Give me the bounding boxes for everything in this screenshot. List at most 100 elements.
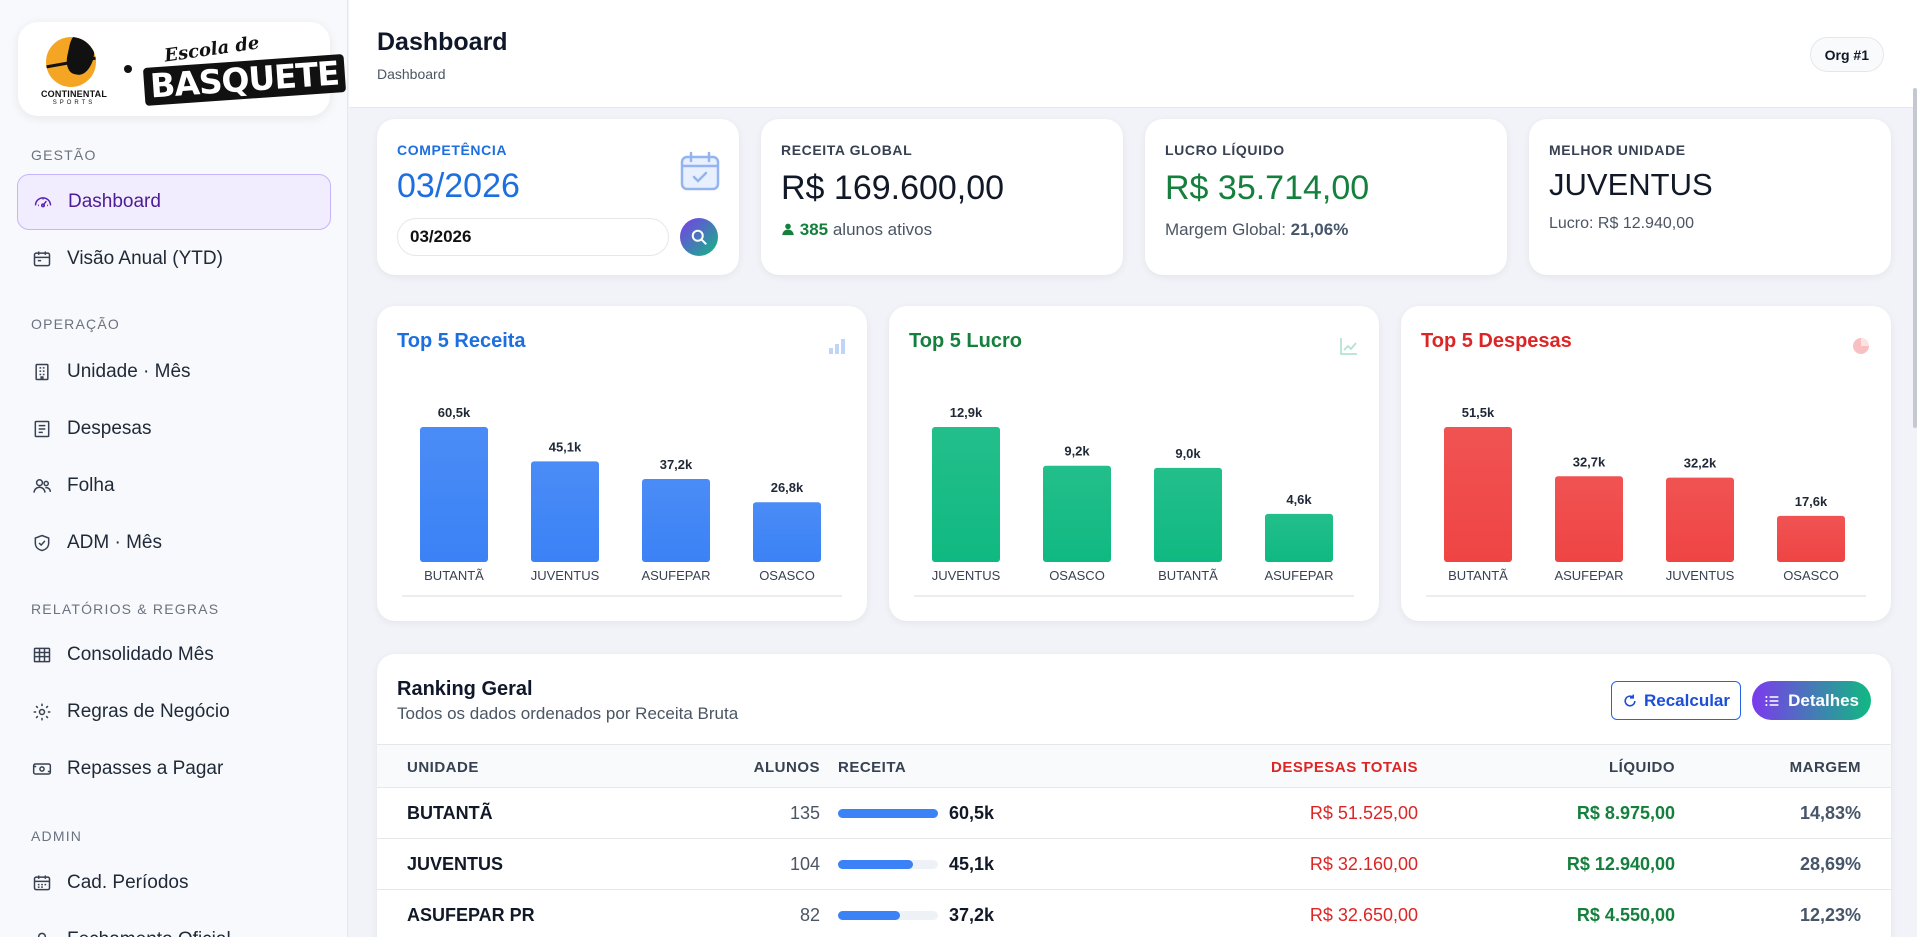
- receipt-icon: [31, 418, 53, 440]
- bar-juventus[interactable]: [1666, 477, 1734, 562]
- data-label: 60,5k: [438, 405, 471, 420]
- breadcrumb[interactable]: Dashboard: [377, 66, 446, 82]
- sidebar-item-label: Fechamento Oficial: [67, 929, 231, 937]
- col-receita[interactable]: RECEITA: [838, 759, 907, 776]
- bar-juventus[interactable]: [932, 427, 1000, 562]
- top-header: Dashboard Dashboard Org #1: [349, 0, 1917, 108]
- escola-basquete-logo: Escola de BASQUETE: [142, 32, 346, 106]
- bar-butantã[interactable]: [420, 427, 488, 562]
- category-label: JUVENTUS: [531, 568, 600, 583]
- sidebar-item-unidade-mes[interactable]: Unidade · Mês: [17, 344, 331, 400]
- kpi-label: RECEITA GLOBAL: [781, 142, 913, 158]
- col-margem[interactable]: MARGEM: [1789, 759, 1861, 776]
- kpi-label: COMPETÊNCIA: [397, 142, 508, 158]
- nav-section-gestao: GESTÃO: [31, 147, 97, 163]
- kpi-competencia-card: COMPETÊNCIA 03/2026: [377, 119, 739, 275]
- person-icon: [782, 223, 794, 236]
- brand-logo[interactable]: CONTINENTAL SPORTS Escola de BASQUETE: [18, 22, 346, 116]
- people-icon: [31, 475, 53, 497]
- chart-card-receita: Top 5 Receita 60,5k BUTANTÃ 45,1k JUVENTUS 3…: [377, 306, 867, 621]
- cell-despesas: R$ 32.160,00: [1309, 854, 1418, 874]
- bar-asufepar[interactable]: [642, 478, 710, 562]
- search-icon: [691, 229, 707, 245]
- col-liquido[interactable]: LÍQUIDO: [1609, 759, 1675, 776]
- bar-osasco[interactable]: [753, 502, 821, 562]
- sidebar-item-folha[interactable]: Folha: [17, 458, 331, 514]
- sidebar-item-consolidado-mes[interactable]: Consolidado Mês: [17, 627, 331, 683]
- data-label: 45,1k: [549, 439, 582, 454]
- refresh-icon: [1624, 694, 1636, 707]
- cell-despesas: R$ 51.525,00: [1309, 803, 1418, 823]
- cell-liquido: R$ 4.550,00: [1576, 905, 1675, 925]
- sidebar-item-despesas[interactable]: Despesas: [17, 401, 331, 457]
- bar-osasco[interactable]: [1043, 465, 1111, 562]
- search-button[interactable]: [680, 218, 718, 256]
- cell-unidade: ASUFEPAR PR: [407, 905, 535, 925]
- kpi-sub: Margem Global: 21,06%: [1165, 220, 1348, 240]
- data-label: 17,6k: [1795, 494, 1828, 509]
- alunos-text: alunos ativos: [832, 220, 933, 239]
- kpi-value: 03/2026: [397, 167, 520, 205]
- category-label: OSASCO: [759, 568, 815, 583]
- col-unidade[interactable]: UNIDADE: [407, 759, 479, 776]
- gear-icon: [31, 701, 53, 723]
- table-row[interactable]: ASUFEPAR PR 82 37,2k R$ 32.650,00 R$ 4.5…: [377, 890, 1891, 937]
- sidebar-item-visao-anual[interactable]: Visão Anual (YTD): [17, 231, 331, 287]
- chart-despesas: 51,5k BUTANTÃ 32,7k ASUFEPAR 32,2k JUVENTUS 17…: [1426, 405, 1866, 597]
- cell-receita: 37,2k: [949, 905, 995, 925]
- competencia-input[interactable]: [397, 218, 669, 256]
- sidebar-item-regras-negocio[interactable]: Regras de Negócio: [17, 684, 331, 740]
- bar-butantã[interactable]: [1444, 427, 1512, 562]
- sidebar-item-fechamento[interactable]: Fechamento Oficial: [17, 912, 331, 937]
- detalhes-button[interactable]: Detalhes: [1752, 681, 1871, 720]
- receita-bar: [838, 809, 938, 818]
- sidebar-item-dashboard[interactable]: Dashboard: [17, 174, 331, 230]
- table-row[interactable]: BUTANTÃ 135 60,5k R$ 51.525,00 R$ 8.975,…: [377, 788, 1891, 839]
- chart-card-lucro: Top 5 Lucro 12,9k JUVENTUS 9,2k OSASCO 9,0k B…: [889, 306, 1379, 621]
- category-label: BUTANTÃ: [1158, 568, 1218, 583]
- kpi-value: JUVENTUS: [1549, 167, 1713, 202]
- data-label: 51,5k: [1462, 405, 1495, 420]
- bar-juventus[interactable]: [531, 461, 599, 562]
- kpi-receita-card: RECEITA GLOBAL R$ 169.600,00 385 alunos …: [761, 119, 1123, 275]
- table-row[interactable]: JUVENTUS 104 45,1k R$ 32.160,00 R$ 12.94…: [377, 839, 1891, 890]
- lock-icon: [31, 929, 53, 937]
- cell-unidade: JUVENTUS: [407, 854, 504, 874]
- bar-asufepar[interactable]: [1555, 476, 1623, 562]
- col-alunos[interactable]: ALUNOS: [753, 759, 820, 776]
- chart-title: Top 5 Despesas: [1421, 330, 1572, 352]
- bar-asufepar[interactable]: [1265, 513, 1333, 562]
- category-label: ASUFEPAR: [1264, 568, 1333, 583]
- kpi-value: R$ 35.714,00: [1165, 169, 1370, 207]
- nav-section-admin: ADMIN: [31, 828, 83, 844]
- sidebar-item-adm-mes[interactable]: ADM · Mês: [17, 515, 331, 571]
- page-title: Dashboard: [377, 28, 508, 56]
- sidebar-item-label: Regras de Negócio: [67, 701, 230, 722]
- cell-liquido: R$ 12.940,00: [1566, 854, 1675, 874]
- category-label: JUVENTUS: [932, 568, 1001, 583]
- receita-bar: [838, 911, 938, 920]
- cell-margem: 12,23%: [1799, 905, 1861, 925]
- data-label: 32,7k: [1573, 454, 1606, 469]
- chart-card-despesas: Top 5 Despesas 51,5k BUTANTÃ 32,7k ASUFEPAR…: [1401, 306, 1891, 621]
- bar-butantã[interactable]: [1154, 467, 1222, 562]
- ranking-subtitle: Todos os dados ordenados por Receita Bru…: [397, 704, 739, 723]
- continental-sports-logo: CONTINENTAL SPORTS: [34, 31, 114, 107]
- col-despesas[interactable]: DESPESAS TOTAIS: [1271, 759, 1418, 776]
- bar-osasco[interactable]: [1777, 515, 1845, 562]
- data-label: 4,6k: [1286, 492, 1312, 507]
- cell-unidade: BUTANTÃ: [407, 803, 493, 823]
- sidebar-item-label: Dashboard: [68, 191, 161, 212]
- sidebar-item-label: Repasses a Pagar: [67, 758, 224, 779]
- gauge-icon: [32, 191, 54, 213]
- category-label: BUTANTÃ: [1448, 568, 1508, 583]
- sidebar-item-cad-periodos[interactable]: Cad. Períodos: [17, 855, 331, 911]
- sidebar-item-repasses[interactable]: Repasses a Pagar: [17, 741, 331, 797]
- page-scrollbar[interactable]: [1913, 88, 1917, 428]
- ranking-card: Ranking Geral Todos os dados ordenados p…: [377, 654, 1891, 937]
- data-label: 12,9k: [950, 405, 983, 420]
- recalcular-button[interactable]: Recalcular: [1611, 681, 1741, 720]
- category-label: ASUFEPAR: [1554, 568, 1623, 583]
- org-badge[interactable]: Org #1: [1809, 37, 1884, 72]
- calendar-grid-icon: [31, 872, 53, 894]
